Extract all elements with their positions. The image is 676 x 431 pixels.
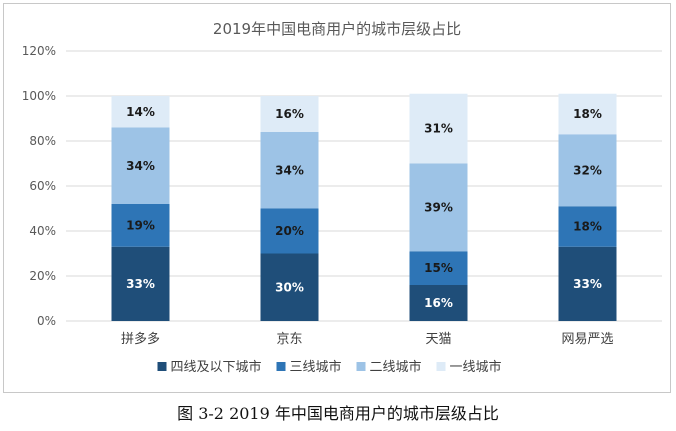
x-tick-label: 天猫 (425, 332, 451, 347)
x-tick-label: 京东 (276, 332, 302, 347)
figure-caption: 图 3-2 2019 年中国电商用户的城市层级占比 (177, 404, 499, 423)
stacked-bar-chart: 2019年中国电商用户的城市层级占比 0% 20% 40% 60% 80% 100% 120… (22, 20, 662, 375)
data-label: 18% (573, 220, 602, 234)
bar-segment (260, 253, 319, 321)
data-label: 32% (573, 163, 602, 177)
data-label: 20% (275, 224, 304, 238)
bar-segment (260, 208, 319, 254)
bar-segment (558, 206, 617, 247)
data-label: 14% (126, 105, 155, 119)
bar-segment (260, 132, 319, 209)
data-label: 31% (424, 122, 453, 136)
bar-segment (111, 204, 170, 247)
bar-segment (558, 134, 617, 207)
bar-segment (558, 93, 617, 135)
bar-segment (409, 93, 468, 164)
legend-swatch (276, 362, 286, 371)
bar-segment (260, 96, 319, 132)
data-label: 15% (424, 261, 453, 275)
data-label: 34% (126, 159, 155, 173)
x-tick-label: 拼多多 (121, 331, 160, 347)
x-axis: 拼多多 京东 天猫 网易严选 (121, 331, 614, 347)
bar-segment (111, 127, 170, 204)
y-tick-label: 120% (22, 44, 56, 58)
data-label: 34% (275, 163, 304, 177)
chart-frame: 2019年中国电商用户的城市层级占比 0% 20% 40% 60% 80% 100% 120… (3, 3, 671, 393)
y-axis: 0% 20% 40% 60% 80% 100% 120% (22, 44, 56, 328)
data-label: 33% (126, 277, 155, 291)
bar-segment (409, 251, 468, 285)
y-tick-label: 80% (29, 134, 56, 148)
data-label: 18% (573, 107, 602, 121)
bar-segment (558, 246, 617, 321)
legend-label: 四线及以下城市 (171, 359, 262, 375)
y-tick-label: 40% (29, 224, 56, 238)
y-tick-label: 0% (37, 314, 56, 328)
legend-label: 一线城市 (450, 359, 502, 375)
data-label: 19% (126, 218, 155, 232)
data-label: 16% (424, 296, 453, 310)
y-tick-label: 100% (22, 89, 56, 103)
bar-segment (409, 163, 468, 252)
data-label: 30% (275, 280, 304, 294)
legend-swatch (157, 362, 167, 371)
bar-segment (111, 246, 170, 321)
y-tick-label: 20% (29, 269, 56, 283)
bar-segment (111, 96, 170, 128)
legend: 四线及以下城市 三线城市 二线城市 一线城市 (157, 359, 502, 375)
legend-swatch (356, 362, 366, 371)
legend-label: 三线城市 (290, 359, 342, 375)
bar-segment (409, 285, 468, 321)
bars: 33% 19% 34% 14% 30% 20% 34% 16% 16% 15% 39% 31% 33% 1… (111, 93, 617, 321)
data-label: 16% (275, 107, 304, 121)
data-label: 39% (424, 200, 453, 214)
legend-swatch (436, 362, 446, 371)
chart-title: 2019年中国电商用户的城市层级占比 (213, 20, 461, 38)
x-tick-label: 网易严选 (561, 332, 613, 347)
y-tick-label: 60% (29, 179, 56, 193)
legend-label: 二线城市 (370, 359, 422, 375)
data-label: 33% (573, 277, 602, 291)
